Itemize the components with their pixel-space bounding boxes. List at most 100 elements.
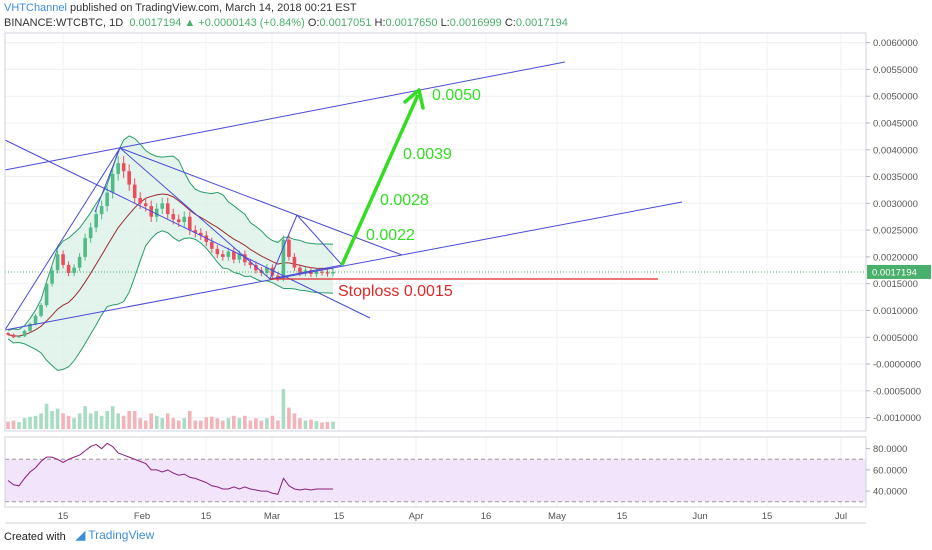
volume-bar [309,419,313,429]
candle-body [287,239,291,257]
candle-body [127,171,131,185]
volume-bar [303,420,308,429]
price-tick-label: 0.0020000 [873,252,918,263]
price-tick-label: 0.0060000 [873,38,918,49]
price-tick-label: 0.0015000 [873,279,918,290]
volume-bar [314,421,319,429]
close-value: 0.0017194 [515,17,568,29]
candle-body [94,214,98,228]
channel-line [4,139,371,319]
candle-body [83,238,87,257]
volume-bar [226,418,231,429]
price-tick-label: 0.0055000 [873,65,918,76]
volume-bar [215,418,220,429]
candle-body [55,254,60,271]
candle-body [44,283,49,306]
close-label: C: [504,17,516,29]
candle-body [132,184,137,198]
candle-body [6,333,10,335]
volume-bar [99,415,104,429]
candle-body [243,254,247,263]
volume-bar [132,411,137,429]
rsi-pane [5,442,866,503]
candle-body [232,251,236,260]
grid [5,33,866,507]
last-price: 0.0017194 [129,17,182,29]
channel-line [4,201,683,331]
candle-body [39,305,43,316]
volume-bar [17,422,21,429]
volume-bar [331,421,335,429]
channel-line [296,214,343,266]
price-tick-label: 0.0045000 [873,118,918,129]
candle-body [72,267,76,273]
price-tick-label: 0.0005000 [873,333,918,344]
candle-body [99,206,104,215]
target-arrow-head-icon [403,88,425,110]
volume-bar [143,420,148,429]
volume-bar [39,413,43,429]
time-tick-label: May [548,511,566,522]
volume-bar [182,418,187,429]
candle-body [187,216,192,231]
candle-body [33,315,38,324]
tradingview-logo[interactable]: ◢ TradingView [76,528,154,542]
last-price-tag-label: 0.0017194 [872,267,917,278]
candle-body [116,163,120,174]
volume-bar [88,413,93,429]
bollinger-bands [7,135,334,371]
volume-bar [165,413,170,429]
volume-bar [61,413,65,429]
price-tick-label: 0.0035000 [873,172,918,183]
channel-line [119,147,271,280]
time-tick-label: Feb [134,511,150,522]
candle-body [143,203,148,207]
rsi-tick-label: 80.0000 [873,444,907,455]
candle-body [50,270,54,284]
price-tick-label: -0.0005000 [873,386,921,397]
volume-bar [110,406,115,429]
volume-bar [160,418,165,429]
time-tick-label: Mar [264,511,280,522]
candle-body [110,173,115,193]
candle-body [121,163,126,172]
volume-bar [11,420,16,429]
time-tick-label: 15 [201,511,212,522]
candle-body [171,214,176,220]
volume-bar [116,413,120,429]
volume-bar [320,422,324,429]
channel-line [4,61,566,171]
volume-bar [204,417,209,429]
volume-bar [66,415,71,429]
channel-line [269,264,343,280]
stoploss-label: Stoploss 0.0015 [338,283,453,300]
price-tick-label: 0.0010000 [873,306,918,317]
drawings: Stoploss 0.0015 0.0022 0.0028 0.0039 0.0050 [4,61,866,331]
volume-bar [77,413,82,429]
volume-bar [243,415,247,429]
price-tick-label: 0.0025000 [873,226,918,237]
candle-body [265,267,269,273]
volume-bar [83,406,87,429]
volume-bar [138,418,143,429]
volume-bar [121,415,126,429]
volume-bar [237,418,242,429]
publish-info: published on TradingView.com, March 14, … [70,2,357,14]
open-value: 0.0017051 [319,17,372,29]
rsi-tick-label: 60.0000 [873,465,907,476]
target-arrow-shaft [340,94,420,266]
time-tick-label: 15 [617,511,628,522]
candle-body [61,254,65,265]
volume-bar [198,420,203,429]
channel-line [269,214,298,280]
candle-body [176,219,181,223]
bb-fill [8,135,333,371]
author-link[interactable]: VHTChannel [4,2,67,14]
candle-body [215,248,220,255]
main-pane-border [4,32,867,432]
axes: 0.0060000 0.0055000 0.0050000 0.0045000 0.00… [4,32,931,524]
ohlc-line: BINANCE:WTCBTC, 1D 0.0017194 ▲ +0.000014… [4,17,568,29]
candle-body [248,262,253,265]
candle-body [210,241,214,249]
